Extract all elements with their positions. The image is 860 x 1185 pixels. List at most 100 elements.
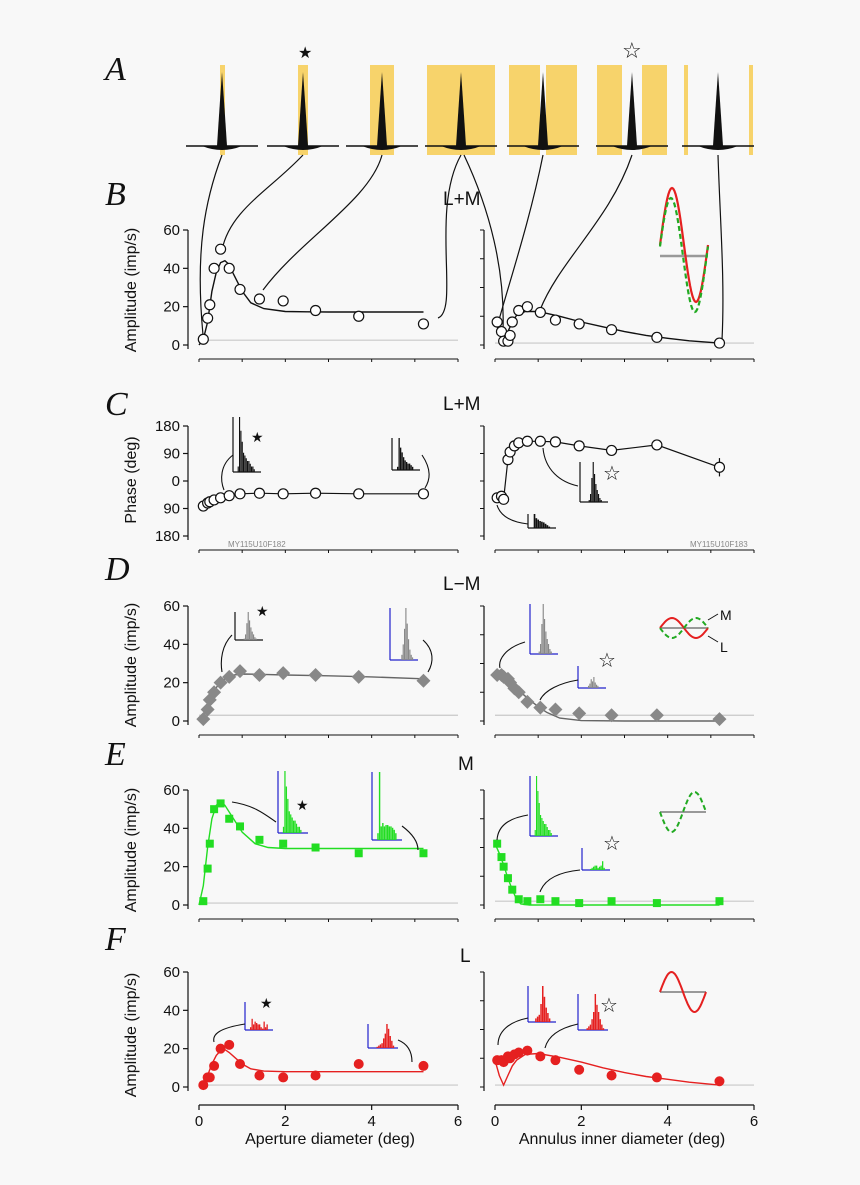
inset-bar (590, 494, 592, 502)
chart-E-right (480, 789, 755, 922)
inset-bar (593, 677, 595, 688)
cell-code-right: MY115U10F183 (690, 540, 748, 549)
inset-bar (251, 1018, 253, 1030)
legend-m: M (720, 607, 732, 623)
data-point (574, 1064, 585, 1075)
ytitle-b: Amplitude (imp/s) (123, 228, 140, 352)
inset-bar (541, 521, 543, 528)
inset-bar (397, 466, 399, 470)
rf-surround (523, 146, 563, 150)
inset-connector (401, 825, 419, 851)
data-point (504, 329, 516, 342)
inset-bar (548, 830, 550, 836)
y-tick-label: 40 (163, 1002, 180, 1019)
inset-bar (256, 1023, 258, 1030)
inset-bar (262, 1028, 264, 1030)
sinusoid-icon-lminusm: M L (659, 607, 732, 655)
inset-bar (409, 463, 411, 470)
inset-bar (388, 826, 391, 840)
inset-connector (422, 639, 433, 673)
inset-bar (536, 1016, 539, 1022)
data-point (207, 685, 222, 700)
histogram-e-left-2 (371, 772, 402, 841)
data-point (213, 675, 228, 690)
inset-bar (547, 1013, 549, 1022)
y-tick-label: 40 (163, 636, 180, 653)
data-point (497, 853, 506, 862)
inset-bar (294, 820, 296, 833)
inset-bar (544, 824, 546, 836)
inset-bar (593, 866, 595, 870)
inset-bar (590, 679, 592, 688)
inset-bar (597, 685, 599, 688)
inset-bar (393, 829, 395, 840)
rf-surround (362, 146, 402, 150)
xtitle-left: Aperture diameter (deg) (245, 1131, 415, 1148)
inset-bar (240, 430, 242, 472)
data-point (536, 895, 545, 904)
rf-center (298, 72, 308, 146)
inset-bar (253, 469, 255, 472)
histogram-insets (232, 417, 610, 1049)
data-point (234, 488, 246, 500)
inset-bar (545, 1007, 547, 1022)
legend-l: L (720, 639, 728, 655)
data-point (498, 493, 510, 505)
inset-bar (241, 441, 243, 472)
inset-bar (549, 649, 551, 654)
chart-C-right (480, 425, 755, 553)
data-point (522, 1045, 533, 1056)
inset-bar (593, 1012, 595, 1030)
inset-bar (387, 1028, 390, 1048)
inset-bar (407, 463, 409, 470)
data-point (606, 1070, 617, 1081)
data-point (416, 673, 431, 688)
inset-bar (406, 462, 408, 470)
inset-bar (546, 827, 548, 836)
inset-bar (588, 500, 590, 502)
connector-3 (262, 154, 383, 291)
filled-star-icon: ★ (256, 603, 269, 619)
inset-bar (544, 523, 547, 528)
inset-connector (497, 1017, 529, 1046)
inset-bar (588, 685, 590, 688)
data-point (253, 293, 266, 305)
inset-bar (603, 867, 605, 870)
rf-center (538, 72, 548, 146)
inset-bar (389, 1036, 391, 1048)
inset-bar (260, 1027, 262, 1030)
inset-bar (376, 1046, 378, 1048)
rf-center (377, 72, 387, 146)
inset-bar (263, 1021, 265, 1030)
inset-bar (601, 1024, 603, 1030)
inset-bar (391, 827, 394, 840)
inset-bar (253, 634, 255, 640)
inset-bar (245, 458, 247, 472)
x-tick-label: 4 (367, 1113, 375, 1130)
inset-bar (249, 463, 251, 472)
inset-bar (546, 525, 549, 528)
inset-bar (537, 791, 539, 836)
inset-bar (586, 1028, 588, 1030)
filled-star-icon: ★ (298, 45, 312, 62)
inset-bar (383, 826, 386, 840)
open-star-icon: ☆ (600, 995, 618, 1017)
inset-bar (538, 803, 540, 836)
inset-bar (287, 798, 289, 833)
inset-connector (539, 679, 579, 701)
data-point (309, 304, 322, 317)
data-point (252, 668, 267, 682)
connector-8 (717, 154, 724, 341)
x-tick-label: 6 (750, 1113, 758, 1130)
inset-bar (589, 683, 591, 688)
inset-bar (382, 823, 384, 840)
x-tick-label: 6 (454, 1113, 462, 1130)
data-point (205, 839, 214, 848)
rf-center (627, 72, 637, 146)
inset-bar (410, 654, 412, 660)
inset-bar (592, 462, 594, 502)
inset-bar (595, 484, 597, 502)
y-tick-label: 20 (163, 299, 180, 316)
inset-bar (599, 498, 601, 502)
inset-bar (536, 776, 538, 836)
